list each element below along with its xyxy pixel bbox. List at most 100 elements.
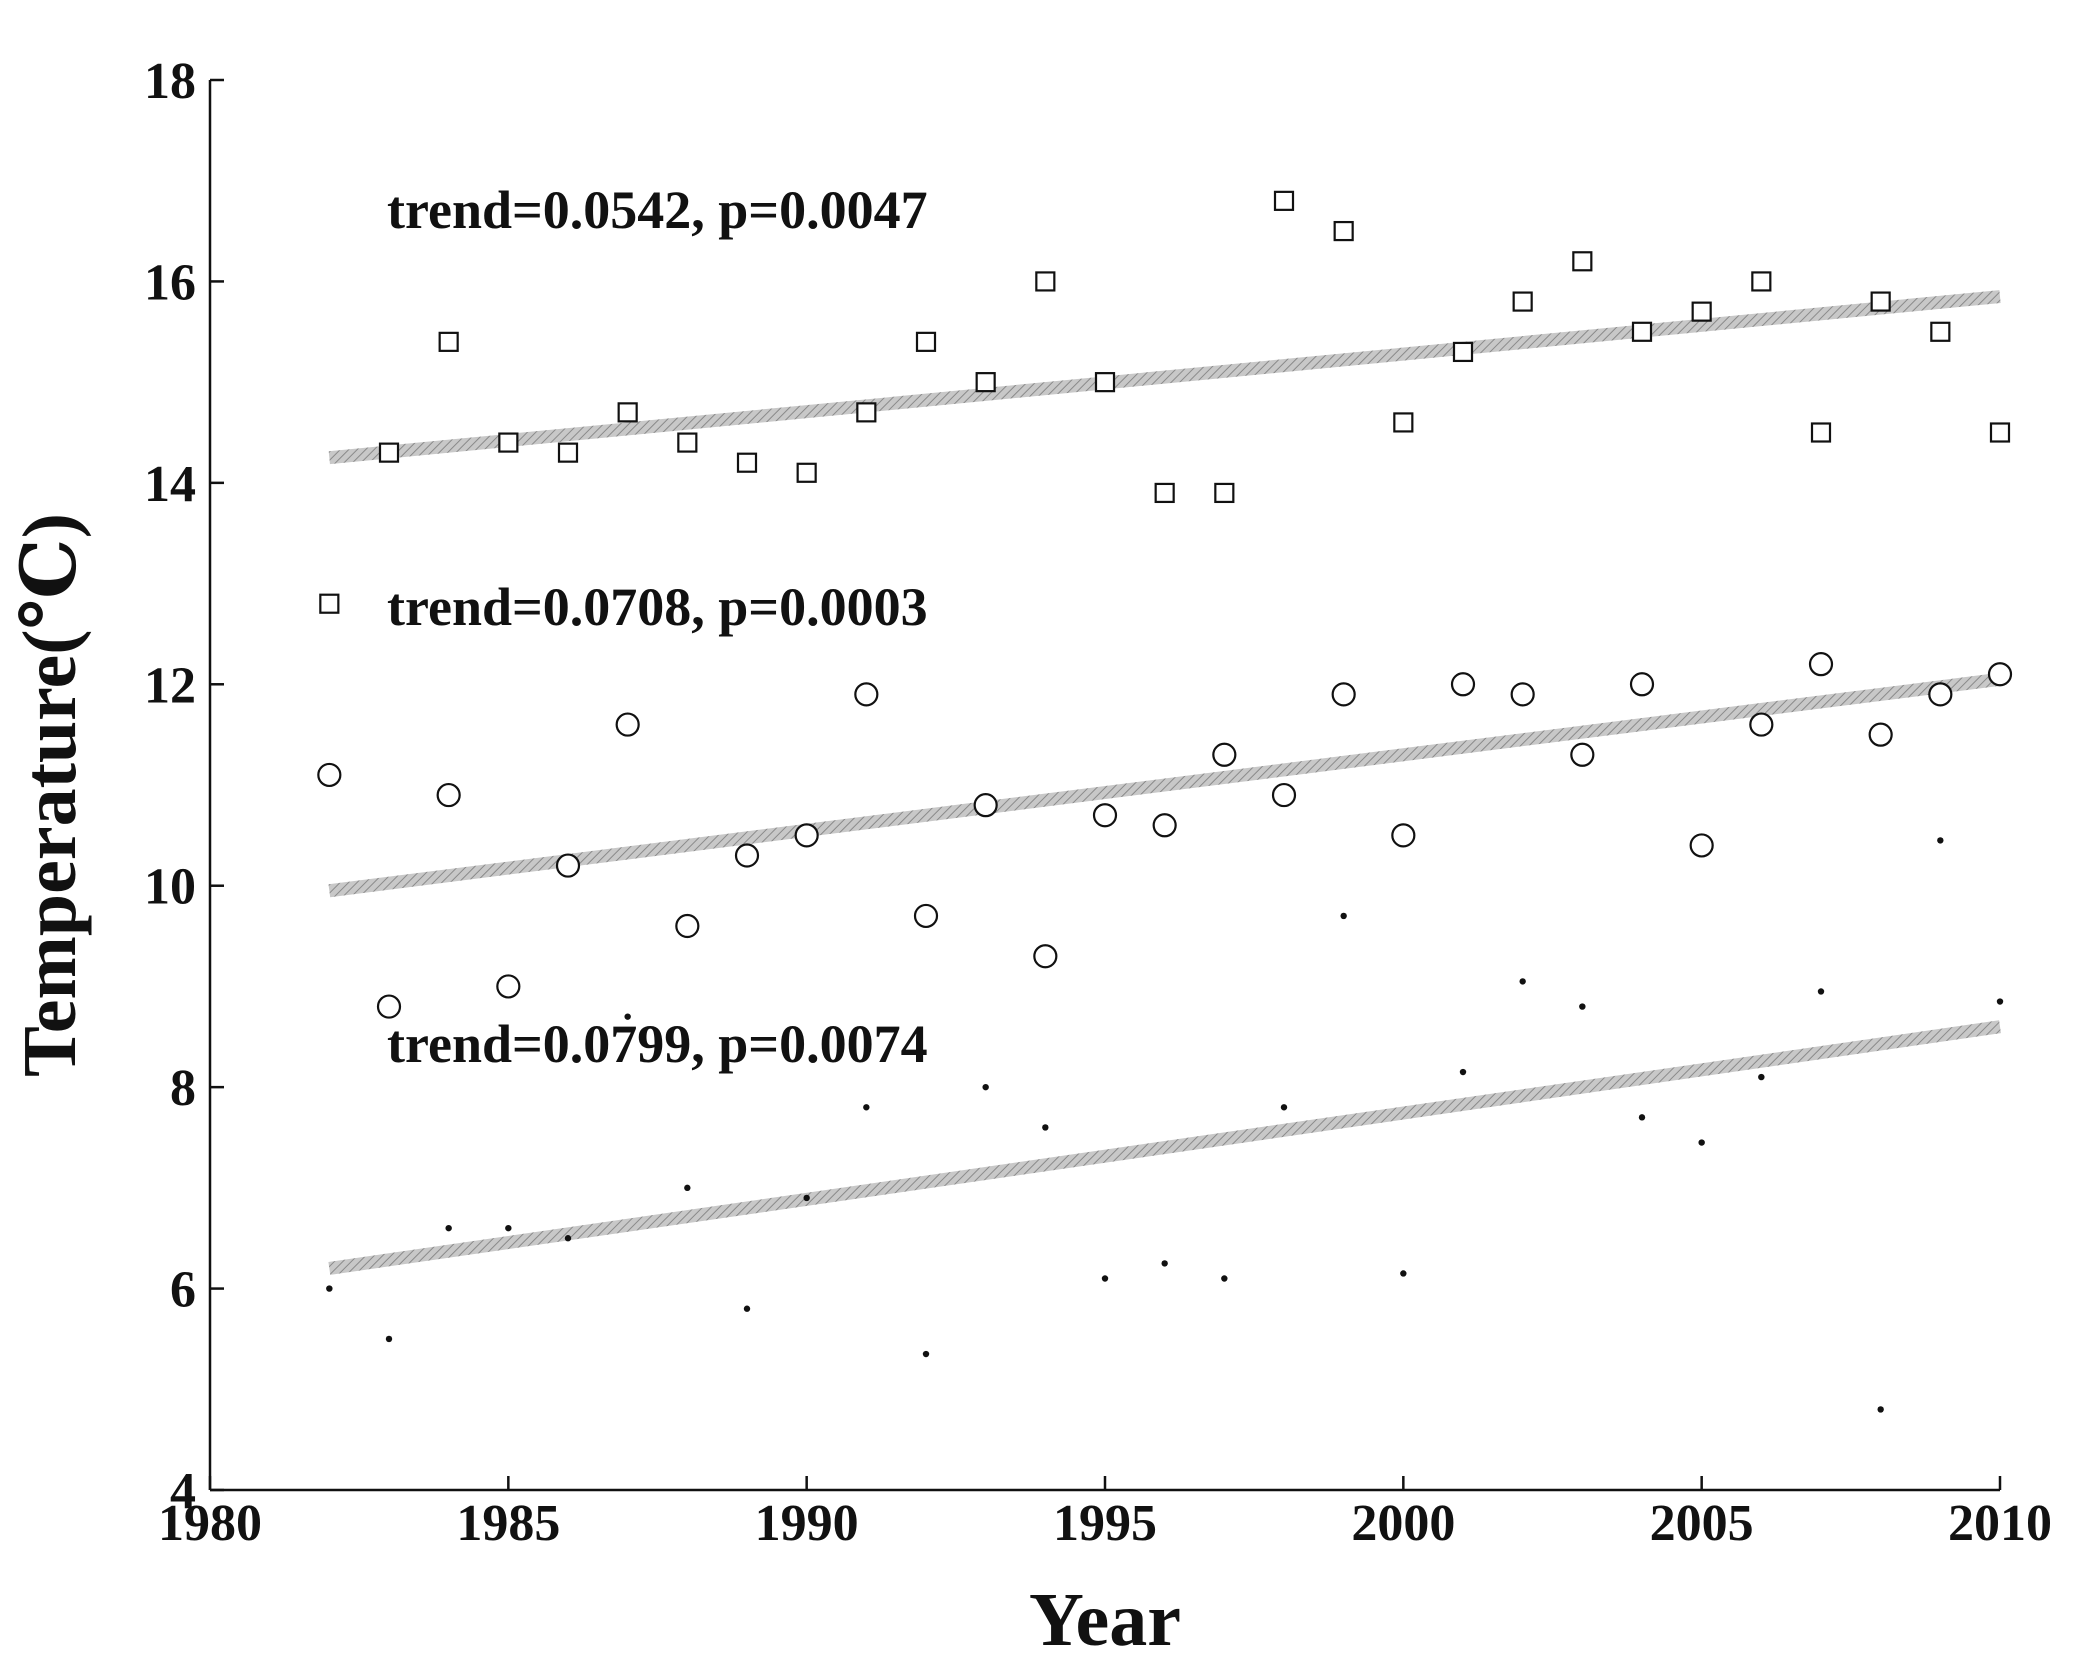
- y-tick-label: 8: [170, 1060, 196, 1117]
- square-marker: [677, 432, 698, 453]
- circle-marker: [973, 793, 998, 818]
- circle-marker: [1987, 662, 2013, 687]
- square-marker: [1154, 482, 1175, 504]
- circle-marker: [496, 974, 521, 999]
- dot-marker: [1042, 1124, 1049, 1131]
- square-marker: [856, 402, 877, 423]
- x-tick-label: 2005: [1650, 1495, 1754, 1552]
- x-tick-label: 1980: [158, 1495, 262, 1552]
- trend-annotation-2: trend=0.0708, p=0.0003: [387, 577, 928, 637]
- circle-marker: [1271, 782, 1297, 808]
- square-marker: [1273, 190, 1295, 211]
- square-marker: [557, 442, 579, 463]
- dot-marker: [684, 1184, 691, 1192]
- dot-marker: [624, 1013, 631, 1020]
- square-marker: [1035, 271, 1056, 292]
- circle-marker: [1510, 682, 1535, 707]
- square-marker: [1094, 372, 1116, 393]
- trend-line-2: [328, 672, 2001, 898]
- circle-marker: [1212, 742, 1237, 767]
- dot-marker: [863, 1104, 870, 1111]
- dot-marker: [1519, 978, 1526, 985]
- dot-marker: [1221, 1275, 1228, 1282]
- circle-marker: [1570, 742, 1595, 767]
- square-marker: [378, 442, 400, 463]
- square-marker: [319, 593, 340, 614]
- dot-marker: [385, 1335, 393, 1343]
- trend-annotation-1: trend=0.0542, p=0.0047: [387, 180, 928, 240]
- dot-marker: [445, 1224, 452, 1232]
- square-marker: [1751, 271, 1772, 292]
- dot-marker: [1459, 1068, 1467, 1076]
- dot-marker: [1996, 998, 2004, 1005]
- dot-marker: [982, 1083, 989, 1091]
- y-tick-label: 12: [144, 657, 196, 714]
- square-marker: [975, 372, 996, 393]
- y-axis-title: Temperature(℃): [8, 513, 92, 1077]
- dot-marker: [1340, 912, 1347, 920]
- dot-marker: [1161, 1260, 1168, 1267]
- circle-marker: [1629, 672, 1655, 697]
- dot-marker: [922, 1350, 930, 1358]
- circle-marker: [1928, 682, 1953, 707]
- circle-marker: [615, 712, 640, 737]
- circle-marker: [1391, 823, 1416, 848]
- square-marker: [1631, 321, 1653, 342]
- x-tick-label: 2010: [1948, 1495, 2052, 1552]
- circle-marker: [317, 762, 342, 788]
- x-tick-label: 1990: [755, 1495, 859, 1552]
- square-marker: [1512, 291, 1533, 312]
- y-tick-label: 4: [170, 1463, 196, 1520]
- square-marker: [438, 331, 459, 352]
- circle-marker: [1331, 682, 1356, 707]
- square-marker: [1393, 412, 1414, 433]
- square-marker: [915, 331, 937, 352]
- circle-marker: [436, 782, 461, 808]
- dot-marker: [1937, 837, 1944, 844]
- circle-marker: [913, 903, 939, 929]
- dot-marker: [743, 1305, 751, 1312]
- axes: 4 6 8 10 12 14 16 18 1980 1985 1990 1995 2000 2005 201…: [144, 53, 2052, 1552]
- square-marker: [1810, 422, 1832, 443]
- dot-marker: [1579, 1003, 1586, 1010]
- dot-marker: [505, 1224, 512, 1232]
- circle-marker: [1749, 712, 1774, 737]
- square-marker: [1572, 251, 1593, 272]
- square-marker: [736, 452, 758, 473]
- dot-marker: [803, 1194, 810, 1202]
- circle-marker: [1152, 813, 1177, 838]
- dot-marker: [1638, 1114, 1646, 1121]
- dot-marker: [1400, 1270, 1407, 1277]
- trend-annotation-3: trend=0.0799, p=0.0074: [387, 1014, 928, 1074]
- dot-marker: [1101, 1275, 1109, 1282]
- circle-marker: [734, 843, 760, 868]
- square-marker: [498, 432, 519, 453]
- data-markers: [317, 190, 2013, 1413]
- y-tick-label: 14: [144, 456, 196, 513]
- trend-line-1: [328, 290, 2001, 465]
- y-tick-label: 10: [144, 859, 196, 916]
- circle-marker: [1868, 722, 1893, 747]
- trend-line-3: [328, 1020, 2001, 1275]
- x-axis-title: Year: [1029, 1578, 1181, 1658]
- circle-marker: [1033, 944, 1058, 969]
- circle-marker: [794, 823, 819, 848]
- square-marker: [1989, 422, 2011, 443]
- circle-marker: [1808, 652, 1834, 677]
- square-marker: [1452, 341, 1474, 363]
- y-tick-label: 16: [144, 254, 196, 311]
- y-tick-label: 18: [144, 53, 196, 110]
- square-marker: [1214, 482, 1235, 504]
- circle-marker: [1689, 833, 1714, 858]
- dot-marker: [1280, 1104, 1288, 1111]
- dot-marker: [1758, 1073, 1765, 1081]
- dot-marker: [326, 1285, 333, 1292]
- square-marker: [796, 462, 817, 483]
- x-tick-label: 1985: [456, 1495, 560, 1552]
- square-marker: [1870, 291, 1891, 312]
- trend-annotations: trend=0.0542, p=0.0047 trend=0.0708, p=0.…: [387, 180, 928, 1074]
- circle-marker: [675, 913, 700, 939]
- dot-marker: [1817, 988, 1825, 995]
- square-marker: [1333, 220, 1354, 242]
